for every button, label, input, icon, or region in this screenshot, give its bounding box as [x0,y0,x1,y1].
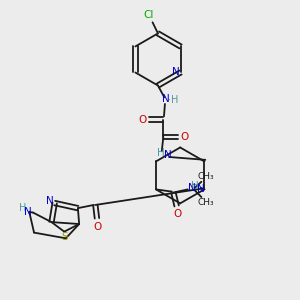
Text: N: N [188,183,195,194]
Text: N: N [164,150,172,161]
Text: O: O [173,209,182,219]
Text: CH₃: CH₃ [197,172,214,181]
Text: S: S [61,232,68,242]
Text: O: O [94,222,102,232]
Text: H: H [191,181,199,191]
Text: N: N [162,94,170,104]
Text: N: N [24,207,32,217]
Text: ·H: ·H [168,95,178,105]
Text: Cl: Cl [143,10,154,20]
Text: O: O [181,132,189,142]
Text: H: H [19,203,26,213]
Text: N: N [172,68,180,77]
Text: O: O [139,115,147,124]
Text: H: H [157,148,165,158]
Text: N: N [46,196,53,206]
Text: N: N [197,184,205,194]
Text: CH₃: CH₃ [197,198,214,207]
